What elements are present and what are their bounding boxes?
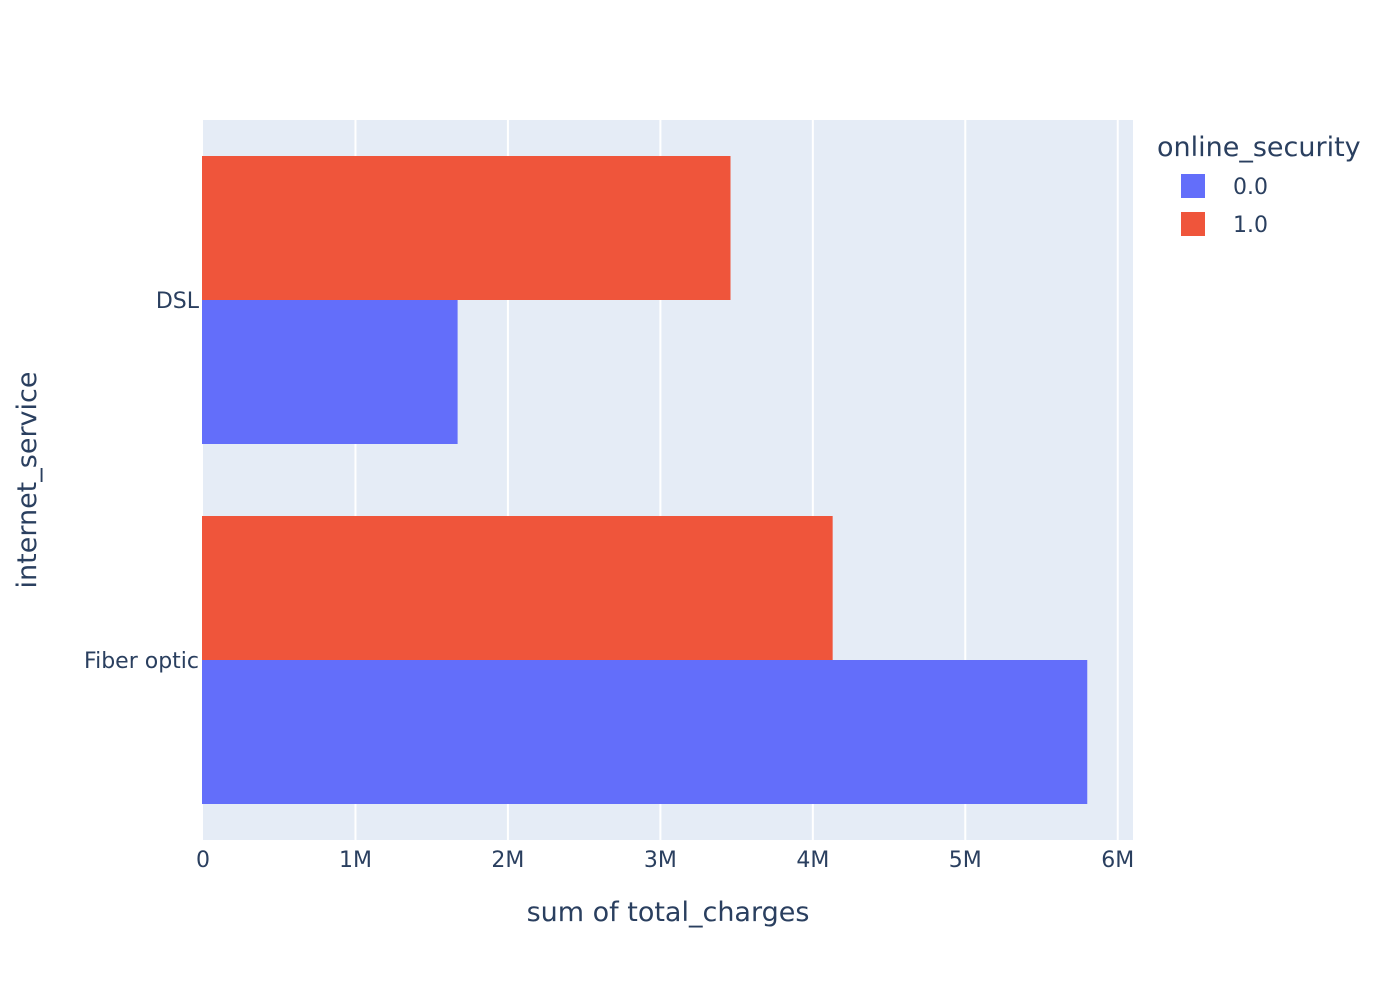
- x-axis-title: sum of total_charges: [527, 897, 810, 928]
- y-axis-ticks: DSL Fiber optic: [84, 289, 200, 674]
- legend-swatch[interactable]: [1181, 174, 1205, 198]
- bar-dsl-0-0[interactable]: [202, 300, 458, 444]
- y-tick-label: DSL: [156, 289, 200, 314]
- bars: [202, 156, 1088, 804]
- x-tick-label: 3M: [644, 848, 677, 873]
- y-tick-label: Fiber optic: [84, 649, 199, 674]
- bar-fiber-optic-1-0[interactable]: [202, 516, 833, 660]
- x-tick-label: 1M: [339, 848, 372, 873]
- x-tick-label: 0: [196, 848, 210, 873]
- legend-title: online_security: [1157, 132, 1361, 163]
- x-tick-label: 2M: [491, 848, 524, 873]
- legend-swatch[interactable]: [1181, 212, 1205, 236]
- x-tick-label: 6M: [1101, 848, 1134, 873]
- legend-label[interactable]: 1.0: [1233, 213, 1268, 238]
- legend[interactable]: online_security 0.0 1.0: [1157, 132, 1361, 238]
- bar-fiber-optic-0-0[interactable]: [202, 660, 1088, 804]
- y-axis-title: internet_service: [12, 372, 43, 589]
- bar-dsl-1-0[interactable]: [202, 156, 731, 300]
- legend-label[interactable]: 0.0: [1233, 175, 1268, 200]
- x-tick-label: 5M: [949, 848, 982, 873]
- x-tick-label: 4M: [796, 848, 829, 873]
- x-axis-ticks: 0 1M 2M 3M 4M 5M 6M: [196, 848, 1134, 873]
